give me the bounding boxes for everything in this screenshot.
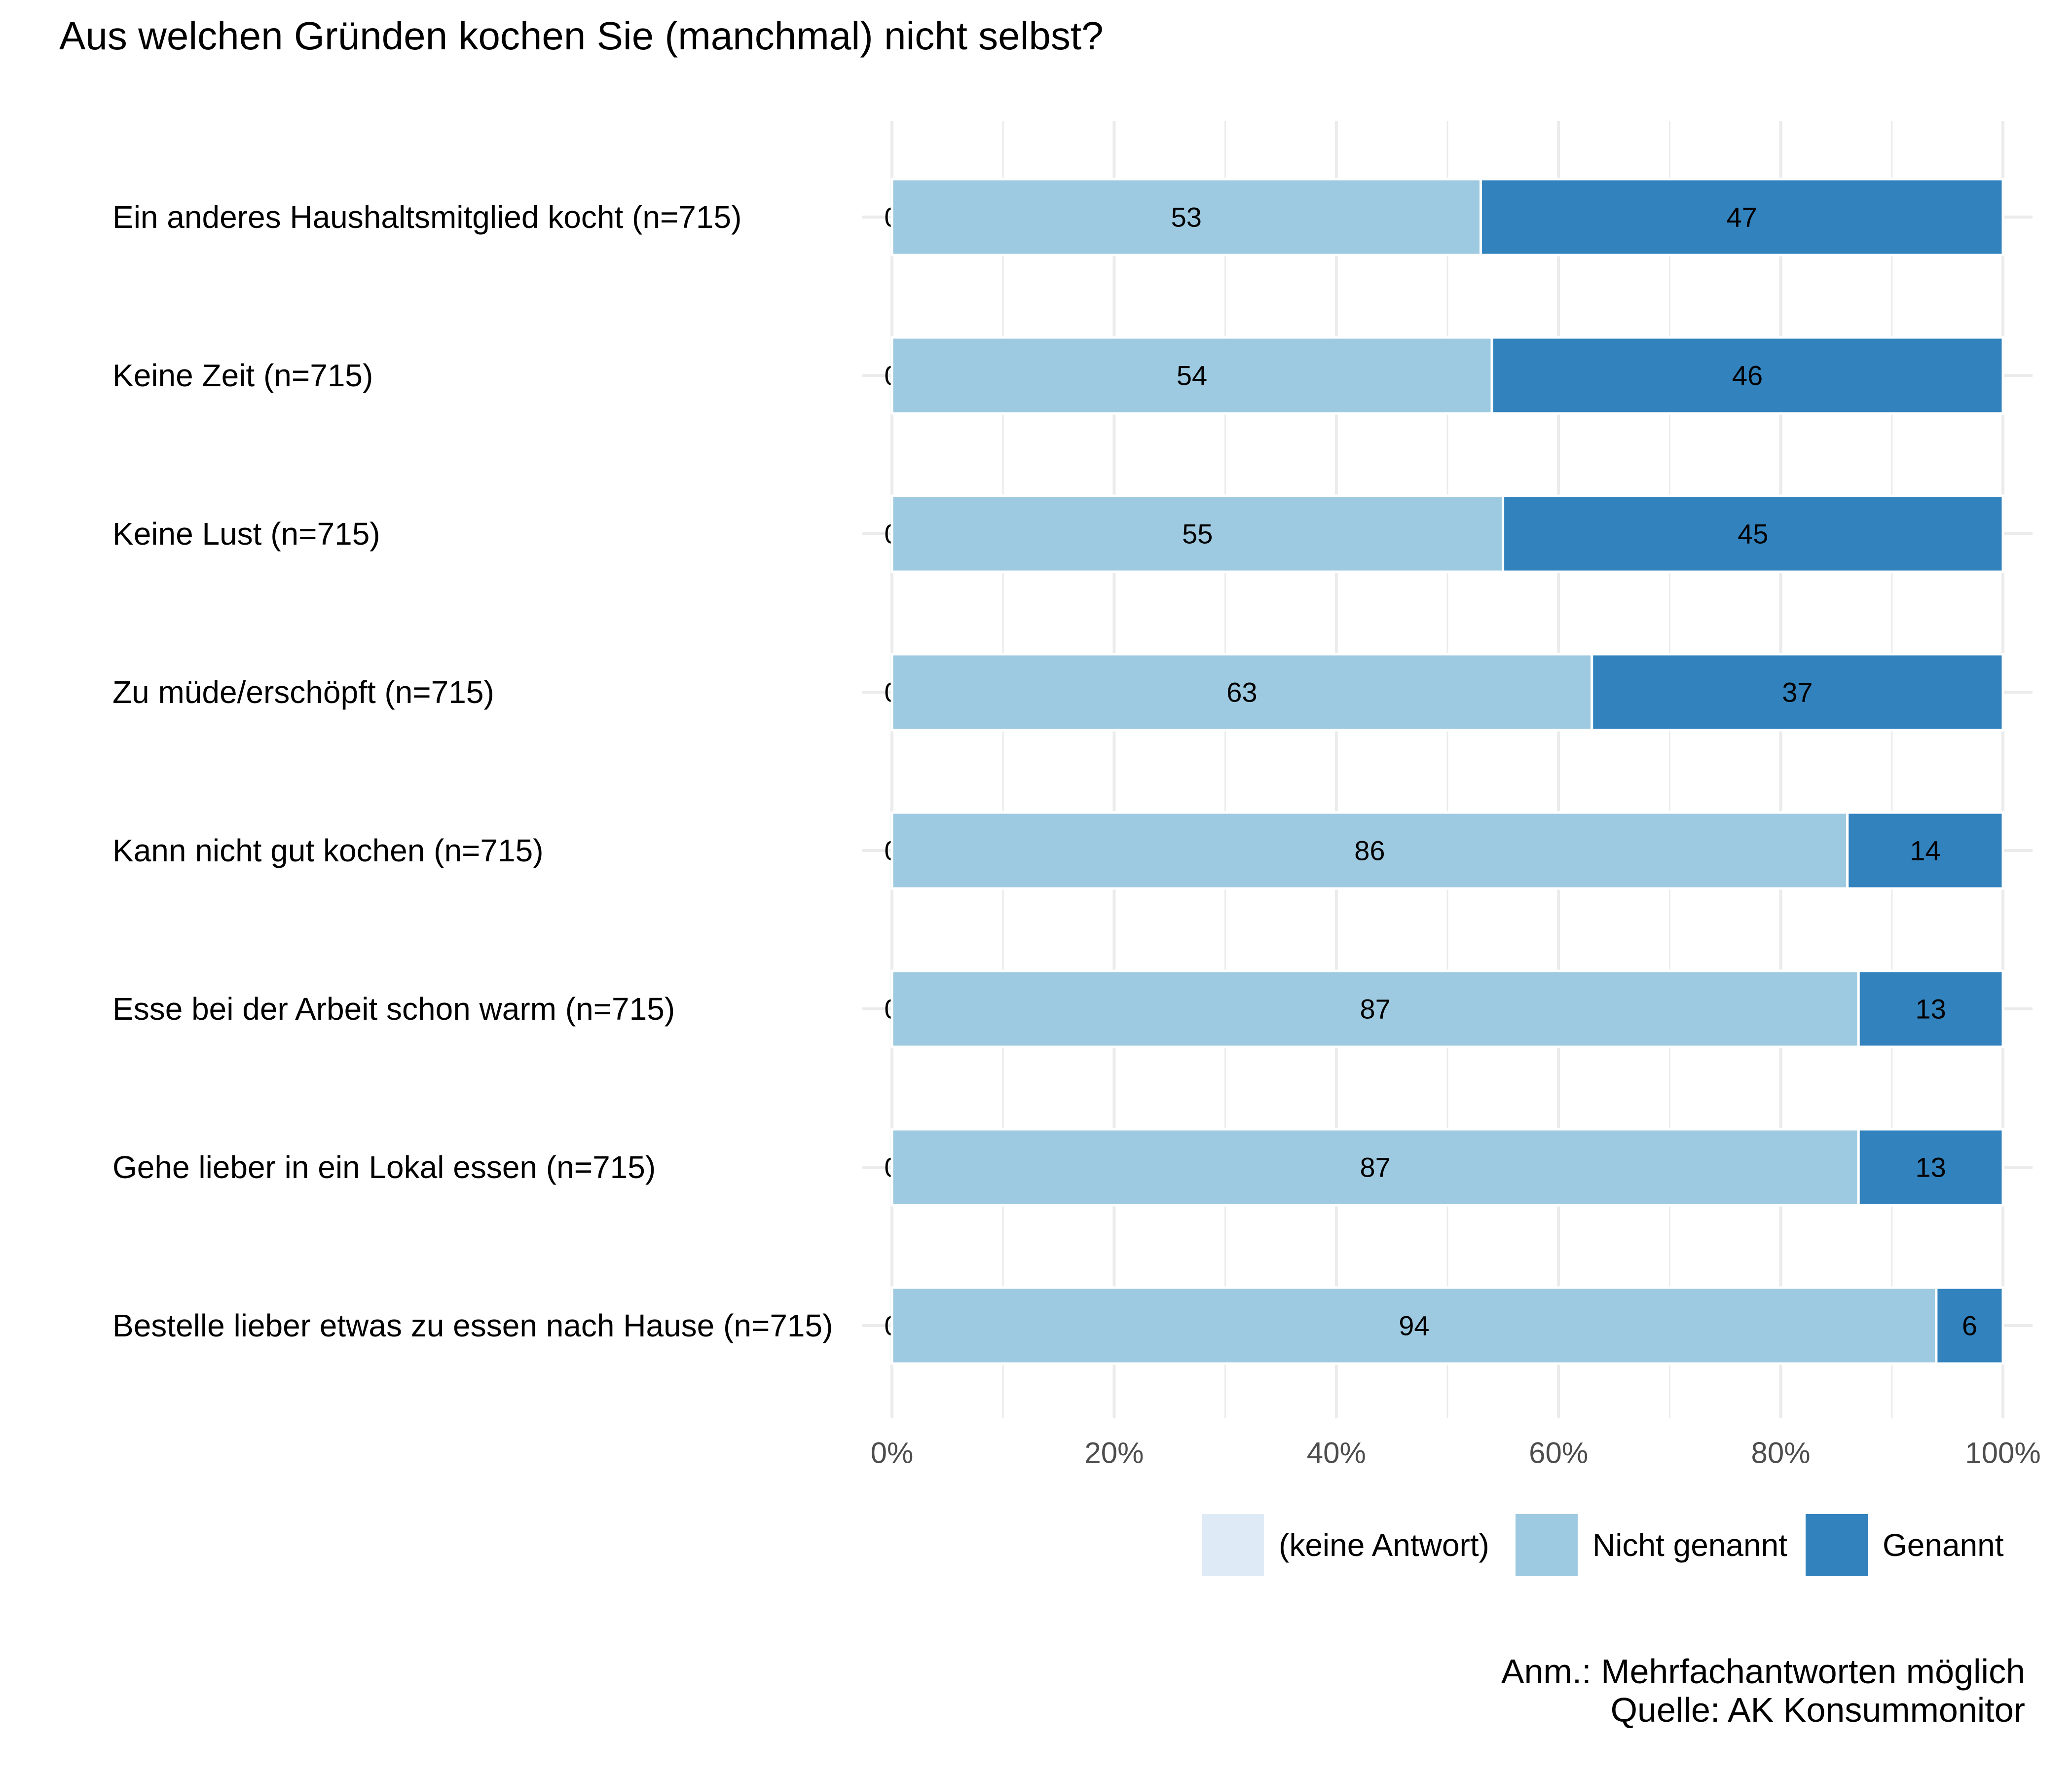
grid [862, 121, 2033, 1418]
data-label: 37 [1782, 677, 1813, 708]
data-label: 86 [1354, 835, 1385, 866]
x-tick-label: 0% [871, 1437, 914, 1470]
x-tick-label: 80% [1751, 1437, 1811, 1470]
category-label: Ein anderes Haushaltsmitglied kocht (n=7… [112, 199, 741, 235]
data-label: 54 [1177, 360, 1207, 391]
data-label: 63 [1226, 677, 1257, 708]
data-label: 87 [1360, 1152, 1390, 1183]
category-label: Kann nicht gut kochen (n=715) [112, 833, 544, 868]
x-tick-label: 60% [1529, 1437, 1588, 1470]
chart-title: Aus welchen Gründen kochen Sie (manchmal… [59, 14, 1104, 58]
category-label: Gehe lieber in ein Lokal essen (n=715) [112, 1149, 656, 1185]
chart: Aus welchen Gründen kochen Sie (manchmal… [0, 0, 2072, 1776]
category-labels: Ein anderes Haushaltsmitglied kocht (n=7… [112, 199, 833, 1343]
data-label: 53 [1171, 202, 1202, 233]
category-label: Esse bei der Arbeit schon warm (n=715) [112, 991, 675, 1027]
source-text: Quelle: AK Konsummonitor [1611, 1691, 2025, 1729]
category-label: Bestelle lieber etwas zu essen nach Haus… [112, 1308, 833, 1343]
data-label: 46 [1732, 360, 1763, 391]
note-text: Anm.: Mehrfachantworten möglich [1501, 1652, 2025, 1691]
legend-label: (keine Antwort) [1279, 1527, 1489, 1563]
legend-key [1516, 1514, 1578, 1576]
legend-key [1806, 1514, 1868, 1576]
category-label: Zu müde/erschöpft (n=715) [112, 674, 494, 710]
category-label: Keine Zeit (n=715) [112, 358, 373, 393]
legend-label: Nicht genannt [1592, 1527, 1787, 1563]
x-tick-label: 100% [1965, 1437, 2040, 1470]
legend: (keine Antwort) Nicht genannt Genannt [1202, 1514, 2004, 1576]
data-label: 47 [1727, 202, 1757, 233]
data-label: 13 [1915, 1152, 1946, 1183]
data-label: 45 [1738, 518, 1768, 550]
data-label: 87 [1360, 994, 1390, 1025]
data-label: 6 [1962, 1310, 1977, 1341]
x-axis: 0% 20% 40% 60% 80% 100% [871, 1437, 2041, 1470]
category-label: Keine Lust (n=715) [112, 516, 380, 552]
data-label: 94 [1399, 1310, 1429, 1341]
data-label: 14 [1910, 835, 1940, 866]
x-tick-label: 40% [1307, 1437, 1366, 1470]
legend-label: Genannt [1883, 1527, 2004, 1563]
legend-key [1202, 1514, 1264, 1576]
data-label: 55 [1182, 518, 1213, 550]
data-label: 13 [1915, 994, 1946, 1025]
bars: 053470544605545063370861408713087130946 [884, 179, 2003, 1364]
x-tick-label: 20% [1084, 1437, 1144, 1470]
